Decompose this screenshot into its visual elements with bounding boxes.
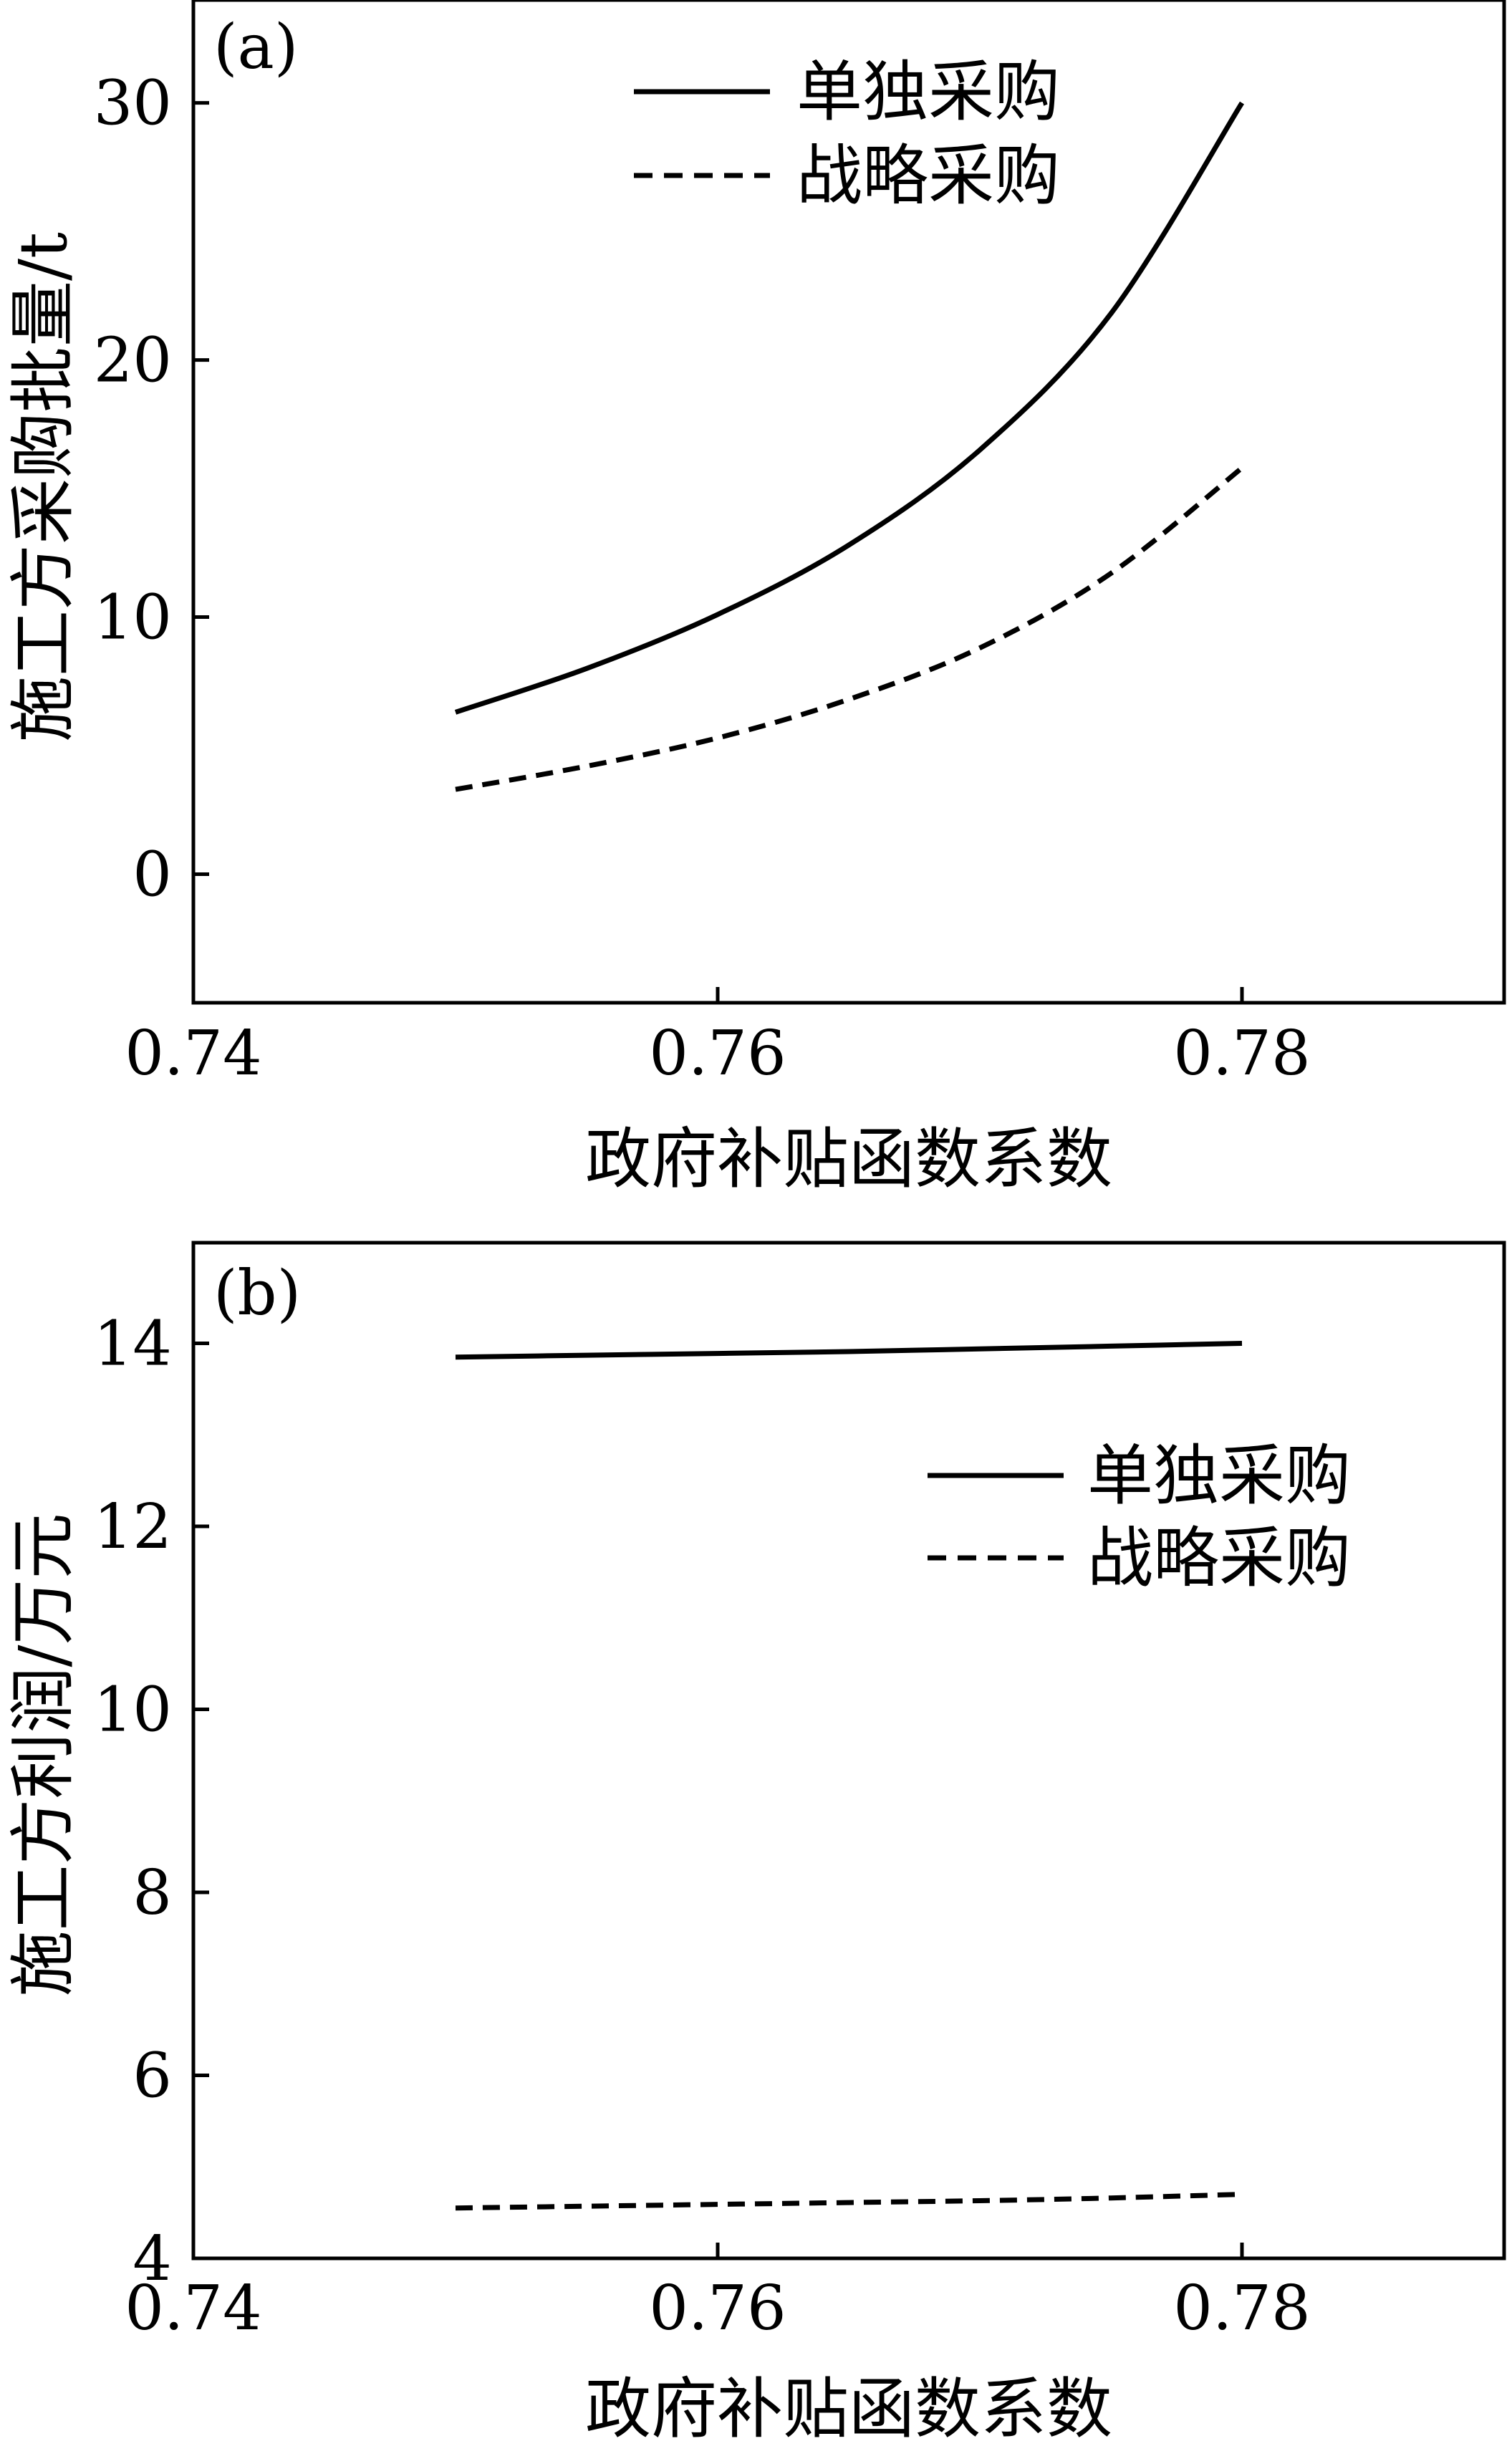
- panel-b-x-tick-label: 0.78: [1173, 2273, 1310, 2344]
- panel-b-y-tick-label: 12: [94, 1491, 172, 1563]
- panel-b-label: (b): [213, 1258, 301, 1329]
- panel-a-x-tick-label: 0.76: [649, 1018, 786, 1089]
- panel-b-tick-marks: [191, 1342, 1244, 2261]
- panel-b-x-tick-labels: 0.74 0.76 0.78: [125, 2273, 1310, 2344]
- panel-b-plot: (b) 0.74 0.76 0.78 4 6 8 10 12 14 政府补贴函数…: [5, 1241, 1506, 2441]
- panel-a-y-axis-title: 施工方采购批量/t: [5, 232, 82, 742]
- panel-a-label: (a): [213, 11, 298, 83]
- panel-a-y-tick-label: 0: [133, 839, 172, 911]
- panel-a-series-line-strategic: [455, 466, 1244, 792]
- panel-a-y-tick-label: 20: [94, 325, 172, 397]
- panel-a-x-tick-label: 0.78: [1173, 1018, 1310, 1089]
- panel-b-y-tick-label: 14: [94, 1309, 172, 1380]
- panel-b-y-tick-label: 4: [133, 2223, 172, 2295]
- panel-b-y-tick-label: 8: [133, 1857, 172, 1929]
- panel-b-legend: 单独采购 战略采购: [928, 1438, 1351, 1597]
- panel-b-plot-frame: [191, 1241, 1506, 2261]
- panel-b-y-tick-label: 10: [94, 1675, 172, 1746]
- panel-b-x-axis-title: 政府补贴函数系数: [585, 2371, 1112, 2441]
- panel-a-y-tick-labels: 0 10 20 30: [94, 68, 172, 911]
- panel-b-y-tick-labels: 4 6 8 10 12 14: [94, 1309, 172, 2295]
- panel-b-legend-label-strategic: 战略采购: [1087, 1520, 1351, 1597]
- panel-b-legend-label-single: 单独采购: [1087, 1438, 1351, 1514]
- panel-a-y-tick-label: 10: [94, 582, 172, 654]
- panel-a-legend: 单独采购 战略采购: [634, 54, 1060, 214]
- panel-a-x-tick-label: 0.74: [125, 1018, 261, 1089]
- panel-b-series: [455, 1341, 1243, 2211]
- panel-a-plot-frame: [191, 0, 1506, 1005]
- panel-a-x-axis-title: 政府补贴函数系数: [585, 1121, 1112, 1198]
- panel-b-y-axis-title: 施工方利润/万元: [5, 1513, 82, 1997]
- panel-a-series: [454, 101, 1244, 792]
- panel-a-legend-label-single: 单独采购: [796, 54, 1060, 130]
- panel-a-plot: (a) 0.74 0.76 0.78 0 10 20 30 政府补贴函数系数 施…: [5, 0, 1506, 1198]
- panel-b-x-tick-label: 0.74: [125, 2273, 261, 2344]
- panel-a-legend-label-strategic: 战略采购: [796, 138, 1060, 214]
- panel-a-x-tick-labels: 0.74 0.76 0.78: [125, 1018, 1310, 1089]
- panel-a-tick-marks: [191, 101, 1244, 1003]
- panel-b-y-tick-label: 6: [133, 2041, 172, 2112]
- panel-b-series-line-single: [455, 1341, 1243, 1360]
- panel-a-series-line-single: [454, 101, 1244, 715]
- panel-a-y-tick-label: 30: [94, 68, 172, 140]
- panel-b-series-line-strategic: [455, 2192, 1243, 2211]
- panel-b-x-tick-label: 0.76: [649, 2273, 786, 2344]
